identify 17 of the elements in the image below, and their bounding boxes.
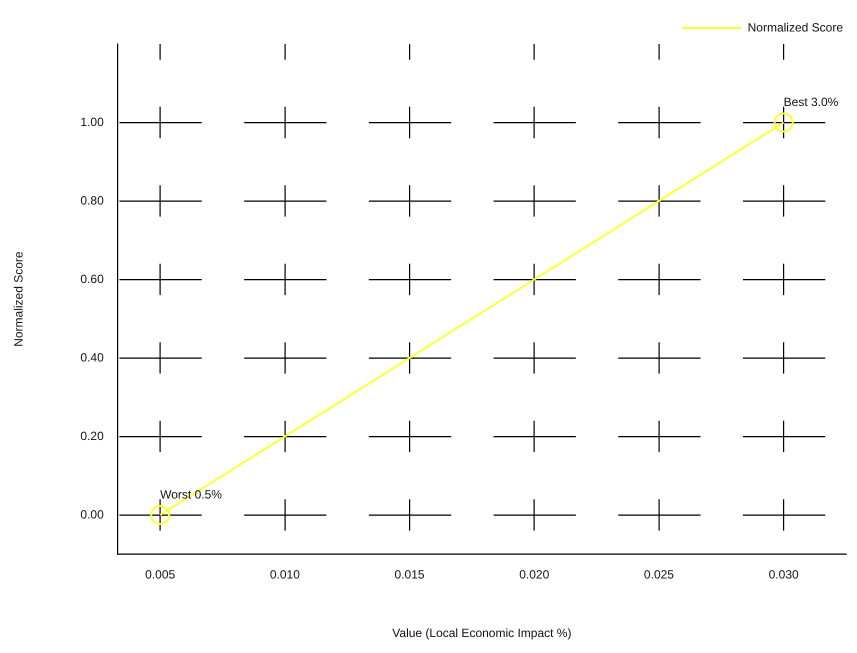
annotation: Best 3.0% bbox=[784, 94, 839, 109]
y-tick-label: 0.80 bbox=[80, 193, 104, 208]
x-axis-title: Value (Local Economic Impact %) bbox=[392, 626, 572, 640]
legend-label: Normalized Score bbox=[748, 20, 844, 34]
x-tick-label: 0.020 bbox=[519, 568, 550, 582]
y-axis-title: Normalized Score bbox=[12, 251, 26, 347]
y-tick-label: 1.00 bbox=[80, 114, 104, 129]
x-tick-label: 0.005 bbox=[145, 568, 176, 582]
y-tick-label: 0.00 bbox=[80, 507, 104, 522]
y-tick-label: 0.40 bbox=[80, 350, 104, 364]
y-tick-label: 0.60 bbox=[80, 272, 104, 286]
annotation: Worst 0.5% bbox=[160, 487, 222, 502]
x-tick-label: 0.010 bbox=[270, 568, 300, 582]
x-tick-label: 0.025 bbox=[644, 568, 674, 582]
y-tick-label: 0.20 bbox=[80, 428, 104, 443]
x-tick-label: 0.015 bbox=[394, 568, 425, 582]
x-tick-label: 0.030 bbox=[768, 568, 799, 582]
